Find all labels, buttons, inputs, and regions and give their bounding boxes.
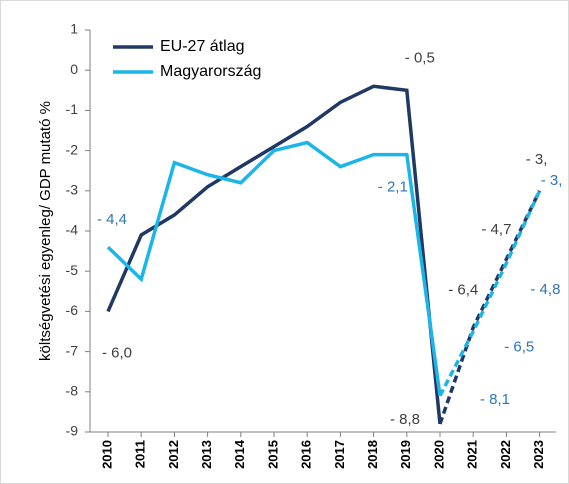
data-label: - 8,1	[480, 391, 510, 408]
series-line	[106, 140, 442, 397]
y-axis-label: költségvetési egyenleg/ GDP mutató %	[37, 101, 54, 361]
x-tick-label: 2013	[199, 440, 214, 469]
x-tick-label: 2012	[166, 440, 181, 469]
x-tick-label: 2018	[365, 440, 380, 469]
data-label: - 4,7	[481, 221, 511, 238]
data-label: - 4,8	[530, 281, 560, 298]
y-tick-label: -3	[66, 182, 79, 198]
y-tick-label: 1	[70, 21, 78, 37]
y-tick-label: -8	[66, 383, 79, 399]
data-label: - 6,4	[448, 281, 478, 298]
x-tick-label: 2019	[398, 440, 413, 469]
x-tick-label: 2021	[465, 440, 480, 469]
x-tick-label: 2022	[498, 440, 513, 469]
y-tick-label: -5	[66, 262, 79, 278]
x-tick-label: 2020	[431, 440, 446, 469]
series-line	[106, 84, 442, 425]
data-label: - 2,1	[378, 179, 408, 196]
data-label: - 6,0	[102, 344, 132, 361]
data-label: - 3,	[541, 172, 563, 189]
data-label: - 8,8	[390, 411, 420, 428]
x-tick-label: 2015	[265, 440, 280, 469]
y-tick-label: -6	[66, 302, 79, 318]
forecast-line	[438, 190, 542, 397]
data-label: - 3,	[526, 151, 548, 168]
y-tick-label: -2	[66, 141, 79, 157]
y-tick-label: -1	[66, 101, 79, 117]
x-tick-label: 2014	[232, 439, 247, 469]
data-label: - 4,4	[97, 211, 127, 228]
legend-label: Magyarország	[160, 63, 261, 80]
data-label: - 6,5	[504, 338, 534, 355]
y-tick-label: -7	[66, 342, 79, 358]
x-tick-label: 2017	[332, 440, 347, 469]
legend-label: EU-27 átlag	[160, 38, 245, 55]
x-tick-label: 2023	[531, 440, 546, 469]
y-tick-label: 0	[70, 61, 78, 77]
x-tick-label: 2016	[299, 440, 314, 469]
x-tick-label: 2011	[133, 440, 148, 468]
y-tick-label: -4	[66, 222, 79, 238]
x-tick-label: 2010	[99, 440, 114, 469]
data-label: - 0,5	[405, 49, 435, 66]
y-tick-label: -9	[66, 423, 79, 439]
